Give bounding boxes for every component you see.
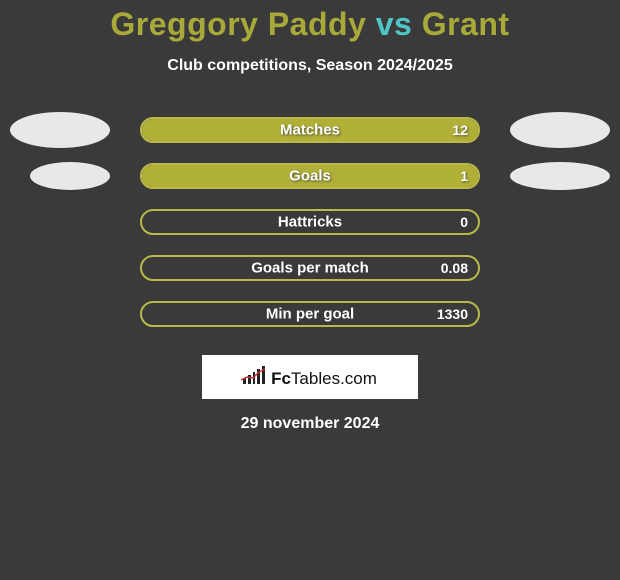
chart-icon [243,366,265,384]
stat-label: Min per goal [266,306,354,323]
date-label: 29 november 2024 [0,415,620,433]
avatar-left [30,162,110,190]
brand-logo[interactable]: FcTables.com [202,355,418,399]
subtitle: Club competitions, Season 2024/2025 [0,57,620,75]
page-title: Greggory Paddy vs Grant [0,6,620,43]
brand-bold: Fc [271,369,291,388]
brand-logo-inner: FcTables.com [243,366,377,389]
stat-label: Goals per match [251,260,369,277]
avatar-left [10,112,110,148]
stat-bar: Hattricks 0 [140,209,480,235]
stat-label: Matches [280,122,340,139]
stat-value: 1 [460,168,468,184]
title-player2: Grant [422,6,510,42]
title-vs: vs [376,6,413,42]
title-player1: Greggory Paddy [110,6,366,42]
stat-bar: Goals per match 0.08 [140,255,480,281]
stat-value: 0.08 [441,260,468,276]
stat-label: Hattricks [278,214,342,231]
stat-row: Min per goal 1330 [0,291,620,337]
brand-rest: Tables [291,369,340,388]
stat-row: Matches 12 [0,107,620,153]
stat-row: Goals per match 0.08 [0,245,620,291]
stats-list: Matches 12 Goals 1 Hattricks 0 [0,107,620,337]
stat-value: 0 [460,214,468,230]
stat-bar: Matches 12 [140,117,480,143]
stat-value: 12 [452,122,468,138]
stat-bar: Min per goal 1330 [140,301,480,327]
stat-label: Goals [289,168,331,185]
comparison-card: Greggory Paddy vs Grant Club competition… [0,0,620,433]
stat-row: Goals 1 [0,153,620,199]
stat-row: Hattricks 0 [0,199,620,245]
stat-bar: Goals 1 [140,163,480,189]
brand-text: FcTables.com [271,369,377,389]
avatar-right [510,112,610,148]
avatar-right [510,162,610,190]
stat-value: 1330 [437,306,468,322]
brand-suffix: .com [340,369,377,388]
